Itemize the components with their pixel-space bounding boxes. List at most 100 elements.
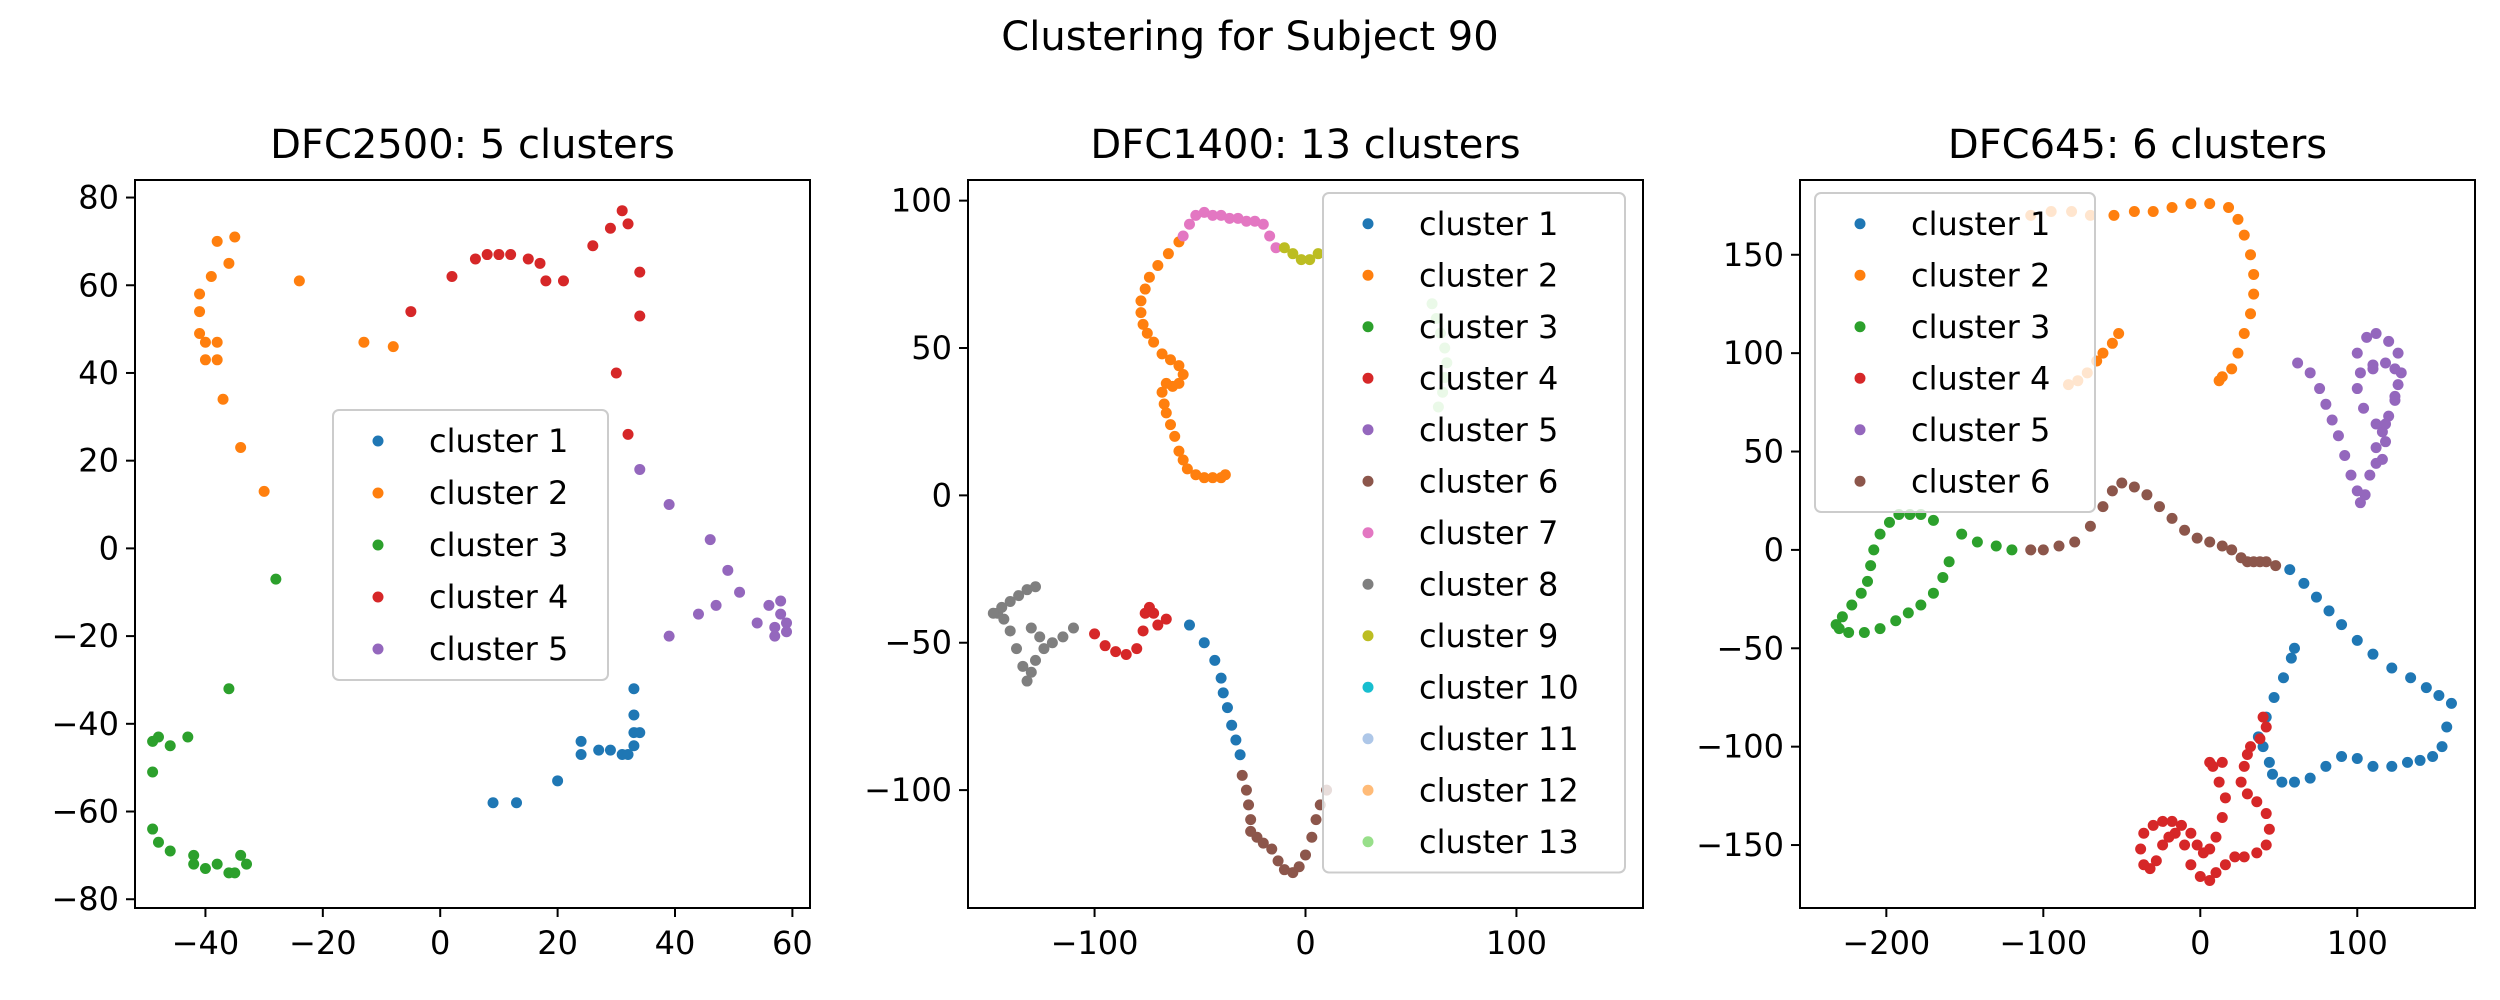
data-point-cluster-5 bbox=[2383, 335, 2395, 347]
data-point-cluster-3 bbox=[1971, 536, 1983, 548]
data-point-cluster-4 bbox=[2191, 839, 2203, 851]
data-point-cluster-4 bbox=[1110, 646, 1122, 658]
data-point-cluster-1 bbox=[2433, 690, 2445, 702]
data-point-cluster-3 bbox=[147, 766, 159, 778]
legend-marker bbox=[1362, 578, 1374, 590]
data-point-cluster-8 bbox=[1030, 581, 1041, 593]
data-point-cluster-6 bbox=[1272, 855, 1284, 867]
data-point-cluster-5 bbox=[775, 595, 787, 607]
data-point-cluster-2 bbox=[211, 354, 223, 366]
data-point-cluster-5 bbox=[2380, 357, 2392, 369]
data-point-cluster-1 bbox=[1226, 719, 1238, 731]
data-point-cluster-6 bbox=[1243, 799, 1255, 811]
legend-marker bbox=[1854, 424, 1866, 436]
data-point-cluster-2 bbox=[358, 336, 370, 348]
data-point-cluster-3 bbox=[147, 823, 159, 835]
subplot-dfc2500: DFC2500: 5 clusters −40 −20 0 20 40 60 −80 −60 −4… bbox=[51, 122, 812, 962]
data-point-cluster-2 bbox=[2108, 209, 2120, 221]
data-point-cluster-4 bbox=[505, 249, 517, 261]
y-tick-label: −100 bbox=[864, 771, 952, 809]
data-point-cluster-3 bbox=[235, 849, 247, 861]
data-point-cluster-4 bbox=[2257, 711, 2269, 723]
data-point-cluster-6 bbox=[2270, 560, 2282, 572]
y-tick-label: −20 bbox=[51, 617, 119, 655]
data-point-cluster-4 bbox=[405, 306, 417, 318]
data-point-cluster-4 bbox=[622, 428, 634, 440]
data-point-cluster-6 bbox=[2025, 544, 2037, 556]
data-point-cluster-4 bbox=[2219, 859, 2231, 871]
data-point-cluster-4 bbox=[2241, 788, 2253, 800]
data-point-cluster-8 bbox=[1004, 595, 1016, 607]
data-point-cluster-6 bbox=[1306, 831, 1318, 843]
data-point-cluster-2 bbox=[2097, 347, 2109, 359]
data-point-cluster-6 bbox=[2053, 540, 2065, 552]
data-point-cluster-2 bbox=[199, 336, 211, 348]
legend-box bbox=[332, 409, 609, 681]
legend-label: cluster 6 bbox=[1419, 462, 1558, 500]
x-tick-label: −100 bbox=[1999, 924, 2087, 962]
data-point-cluster-2 bbox=[211, 336, 223, 348]
legend-label: cluster 4 bbox=[429, 578, 568, 616]
data-point-cluster-3 bbox=[1990, 540, 2002, 552]
data-point-cluster-8 bbox=[1025, 622, 1037, 634]
data-point-cluster-2 bbox=[1156, 348, 1168, 360]
data-point-cluster-6 bbox=[2084, 520, 2096, 532]
legend-label: cluster 4 bbox=[1419, 359, 1558, 397]
data-point-cluster-1 bbox=[487, 797, 499, 809]
data-point-cluster-4 bbox=[1160, 613, 1172, 625]
data-point-cluster-5 bbox=[2395, 367, 2407, 379]
data-point-cluster-7 bbox=[1198, 206, 1210, 218]
data-point-cluster-2 bbox=[2245, 308, 2257, 320]
data-point-cluster-7 bbox=[1232, 212, 1244, 224]
data-point-cluster-2 bbox=[223, 257, 235, 269]
data-point-cluster-4 bbox=[2216, 811, 2228, 823]
data-point-cluster-1 bbox=[552, 775, 564, 787]
data-point-cluster-4 bbox=[1131, 643, 1143, 655]
y-tick-label: 80 bbox=[78, 179, 119, 217]
data-point-cluster-2 bbox=[2232, 347, 2244, 359]
x-tick-label: −20 bbox=[289, 924, 357, 962]
data-point-cluster-3 bbox=[1865, 560, 1877, 572]
data-point-cluster-4 bbox=[446, 270, 458, 282]
data-point-cluster-6 bbox=[2069, 536, 2081, 548]
data-point-cluster-5 bbox=[2326, 414, 2338, 426]
data-point-cluster-1 bbox=[1221, 702, 1233, 714]
data-point-cluster-1 bbox=[2263, 756, 2275, 768]
data-point-cluster-3 bbox=[1902, 607, 1914, 619]
legend-box bbox=[1322, 192, 1626, 874]
data-point-cluster-1 bbox=[2367, 648, 2379, 660]
data-point-cluster-2 bbox=[1135, 307, 1147, 319]
data-point-cluster-5 bbox=[2351, 383, 2363, 395]
data-point-cluster-5 bbox=[2370, 418, 2382, 430]
data-point-cluster-5 bbox=[2380, 418, 2392, 430]
data-point-cluster-1 bbox=[2386, 662, 2398, 674]
legend-marker bbox=[1854, 269, 1866, 281]
subplot-title: DFC645: 6 clusters bbox=[1948, 122, 2327, 168]
data-point-cluster-4 bbox=[2138, 859, 2150, 871]
legend-label: cluster 12 bbox=[1419, 771, 1579, 809]
data-point-cluster-4 bbox=[2238, 760, 2250, 772]
data-point-cluster-2 bbox=[1198, 472, 1210, 484]
legend-label: cluster 13 bbox=[1419, 823, 1579, 861]
data-point-cluster-3 bbox=[1846, 599, 1858, 611]
data-point-cluster-2 bbox=[217, 393, 229, 405]
data-point-cluster-6 bbox=[2116, 477, 2128, 489]
legend-marker bbox=[372, 435, 384, 447]
data-point-cluster-1 bbox=[2267, 768, 2278, 780]
data-point-cluster-3 bbox=[188, 849, 200, 861]
data-point-cluster-4 bbox=[2251, 847, 2263, 859]
legend-marker bbox=[1362, 784, 1374, 796]
data-point-cluster-8 bbox=[1004, 625, 1016, 637]
y-tick-label: −40 bbox=[51, 705, 119, 743]
data-point-cluster-1 bbox=[575, 749, 587, 761]
data-point-cluster-4 bbox=[2163, 831, 2175, 843]
data-point-cluster-4 bbox=[1152, 619, 1164, 631]
data-point-cluster-6 bbox=[2226, 544, 2238, 556]
data-point-cluster-4 bbox=[2238, 851, 2250, 863]
y-tick-label: 100 bbox=[1723, 334, 1784, 372]
data-point-cluster-1 bbox=[2336, 619, 2348, 631]
data-point-cluster-2 bbox=[1139, 283, 1151, 295]
data-point-cluster-3 bbox=[223, 683, 235, 695]
data-point-cluster-6 bbox=[2216, 540, 2228, 552]
subplot-title: DFC2500: 5 clusters bbox=[270, 122, 675, 168]
